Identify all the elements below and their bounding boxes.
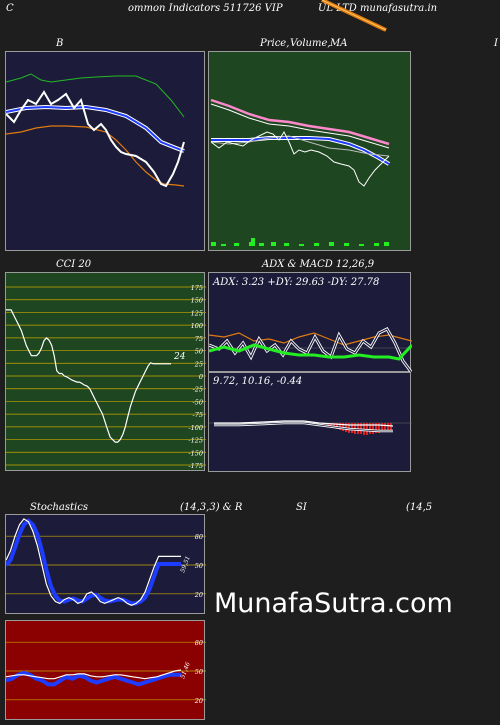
price-panel: [208, 51, 411, 251]
cci-tick-label: -125: [188, 437, 203, 445]
rsi-title-b: (14,5: [406, 502, 433, 513]
cci-chart: 175 150 125 100 75 50 25 0 -25 -50 -75 -100 -125 -150…: [6, 284, 206, 470]
cci-tick-label: 150: [191, 297, 203, 305]
adx-macd-title: ADX & MACD 12,26,9: [262, 259, 375, 270]
cci-line: [6, 309, 171, 443]
stoch-tick-label: 20: [194, 591, 203, 599]
watermark: MunafaSutra.com: [214, 588, 453, 619]
rsi-slow-line: [6, 670, 181, 687]
stoch-tick-label: 50: [195, 562, 203, 570]
stoch-title-a: Stochastics: [30, 502, 88, 513]
cci-tick-label: 25: [194, 360, 203, 368]
cci-panel: 175 150 125 100 75 50 25 0 -25 -50 -75 -100 -125 -150…: [5, 272, 206, 471]
stoch-chart: 80 50 20 59,51: [6, 518, 206, 606]
cci-tick-label: -25: [193, 386, 203, 394]
cci-tick-label: 125: [191, 309, 203, 317]
price-chart: [210, 98, 391, 246]
rsi-tick-label: 20: [194, 697, 203, 705]
header-left-letter: C: [6, 3, 14, 14]
stoch-tick-label: 80: [195, 533, 203, 541]
rsi-title-a: SI: [296, 502, 307, 513]
rsi-tick-label: 50: [195, 668, 203, 676]
cci-title: CCI 20: [56, 259, 92, 270]
adx-chart: [209, 327, 412, 373]
stoch-fast-line: [6, 518, 181, 606]
bollinger-chart: [6, 73, 185, 188]
cci-tick-label: -175: [188, 462, 203, 470]
cci-tick-label: 50: [195, 348, 203, 356]
cci-tick-label: 75: [195, 335, 203, 343]
rsi-panel: 80 50 20 51,46: [5, 620, 206, 720]
cci-tick-label: 100: [191, 322, 203, 330]
stoch-title-b: (14,3,3) & R: [180, 502, 243, 513]
adx-values: ADX: 3.23 +DY: 29.63 -DY: 27.78: [213, 277, 380, 288]
cci-tick-label: -75: [193, 411, 203, 419]
cci-tick-label: 0: [199, 373, 203, 381]
rsi-chart: 80 50 20 51,46: [6, 639, 206, 705]
price-right-letter: I: [494, 38, 498, 49]
rsi-tick-label: 80: [195, 639, 203, 647]
price-title-c: MA: [330, 38, 348, 49]
cci-tick-label: -150: [188, 449, 203, 457]
macd-chart: [209, 420, 412, 435]
header-title-a: ommon Indicators 511726 VIP: [128, 3, 283, 14]
cci-tick-label: -50: [193, 398, 203, 406]
cci-tick-label: -100: [188, 424, 203, 432]
header-title-b: UL LTD munafasutra.in: [318, 3, 438, 14]
stoch-panel: 80 50 20 59,51: [5, 514, 206, 614]
adx-panel: ADX: 3.23 +DY: 29.63 -DY: 27.78: [208, 272, 412, 373]
cci-tick-label: 175: [191, 284, 203, 292]
macd-values: 9.72, 10.16, -0.44: [213, 376, 303, 387]
rsi-fast-line: [6, 669, 182, 680]
price-title-a: Price,: [260, 38, 290, 49]
cci-value-label: 24: [173, 352, 186, 362]
header-decoration: [321, 0, 387, 32]
bollinger-panel: [5, 51, 205, 251]
macd-panel: 9.72, 10.16, -0.44: [208, 372, 412, 472]
price-title-b: Volume,: [290, 38, 331, 49]
bollinger-title: B: [56, 38, 64, 49]
stoch-value-label: 59,51: [179, 555, 191, 574]
stoch-slow-line: [6, 518, 181, 606]
rsi-value-label: 51,46: [179, 661, 192, 680]
